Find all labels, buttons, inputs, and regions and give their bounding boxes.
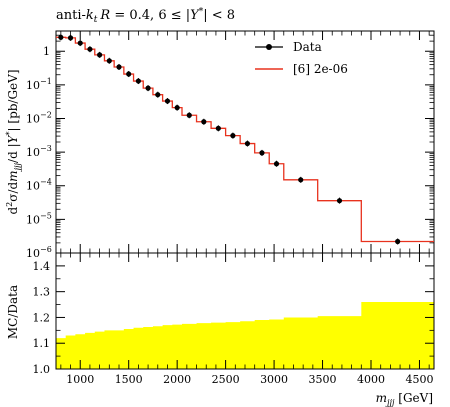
mc-data-ratio-band	[56, 301, 434, 369]
main-y-tick-labels: 1 10−1 10−2 10−3 10−4 10−5 10−6	[26, 45, 52, 260]
x-tick-label: 3500	[309, 373, 337, 386]
data-point	[298, 177, 304, 183]
data-point	[174, 105, 180, 111]
data-point	[259, 150, 265, 156]
data-point	[201, 119, 207, 125]
legend-mc-label: [6] 2e-06	[293, 62, 348, 76]
chart-title: anti-kt R = 0.4, 6 ≤ |Y*| < 8	[56, 7, 235, 25]
data-point	[164, 98, 171, 104]
data-point	[106, 58, 112, 64]
ratio-y-tick-label: 1.3	[33, 286, 51, 299]
data-point	[395, 238, 401, 245]
main-plot: 1 10−1 10−2 10−3 10−4 10−5 10−6 Data [6] 2e-06	[26, 30, 435, 260]
x-tick-label: 4000	[357, 373, 385, 386]
data-point	[87, 46, 93, 52]
data-point	[244, 140, 251, 147]
main-y-tick-label: 10−5	[26, 211, 52, 226]
data-point	[155, 92, 161, 98]
main-major-ticks	[56, 50, 434, 254]
ratio-plot: 1.0 1.1 1.2 1.3 1.4 1000 1500 2000 2500 3000 3500…	[33, 252, 435, 386]
main-y-tick-label: 10−6	[26, 245, 52, 260]
mc-histogram-line	[56, 36, 434, 243]
main-minor-ticks	[56, 30, 434, 253]
data-point	[230, 132, 236, 139]
x-tick-label: 2500	[212, 373, 240, 386]
main-plot-frame	[55, 30, 435, 254]
ratio-y-tick-label: 1.0	[33, 363, 51, 376]
x-axis-label: mjjj [GeV]	[376, 391, 433, 407]
data-point	[58, 34, 64, 40]
main-y-axis-label: d2σ/dmjjj/d |Y*| [pb/GeV]	[5, 69, 22, 214]
x-tick-label: 1000	[66, 373, 94, 386]
data-point	[135, 78, 141, 84]
data-point	[126, 71, 132, 77]
x-tick-labels: 1000 1500 2000 2500 3000 3500 4000 4500	[66, 373, 433, 386]
legend-data-label: Data	[293, 40, 322, 54]
legend-data-marker	[266, 44, 272, 50]
legend: Data [6] 2e-06	[255, 40, 348, 76]
ratio-y-tick-labels: 1.0 1.1 1.2 1.3 1.4	[33, 260, 51, 376]
data-point	[215, 125, 221, 131]
ratio-y-tick-label: 1.1	[33, 337, 51, 350]
ratio-ticks	[56, 252, 434, 370]
ratio-y-tick-label: 1.2	[33, 311, 51, 324]
main-y-tick-label: 10−4	[26, 178, 52, 193]
data-point	[97, 52, 103, 58]
x-tick-label: 2000	[163, 373, 191, 386]
main-y-tick-label: 1	[43, 45, 50, 58]
ratio-y-axis-label: MC/Data	[6, 285, 20, 339]
data-point	[273, 161, 280, 167]
data-points	[58, 34, 401, 245]
data-point	[116, 64, 122, 70]
main-y-tick-label: 10−3	[26, 144, 52, 159]
data-point	[67, 35, 74, 41]
x-tick-label: 3000	[260, 373, 288, 386]
data-point	[77, 40, 83, 46]
ratio-y-tick-label: 1.4	[33, 260, 51, 273]
data-point	[145, 85, 151, 91]
data-point	[336, 198, 343, 204]
main-y-tick-label: 10−2	[26, 110, 52, 125]
x-tick-label: 1500	[115, 373, 143, 386]
x-tick-label: 4500	[405, 373, 433, 386]
main-y-tick-label: 10−1	[26, 77, 52, 92]
data-point	[186, 112, 192, 118]
